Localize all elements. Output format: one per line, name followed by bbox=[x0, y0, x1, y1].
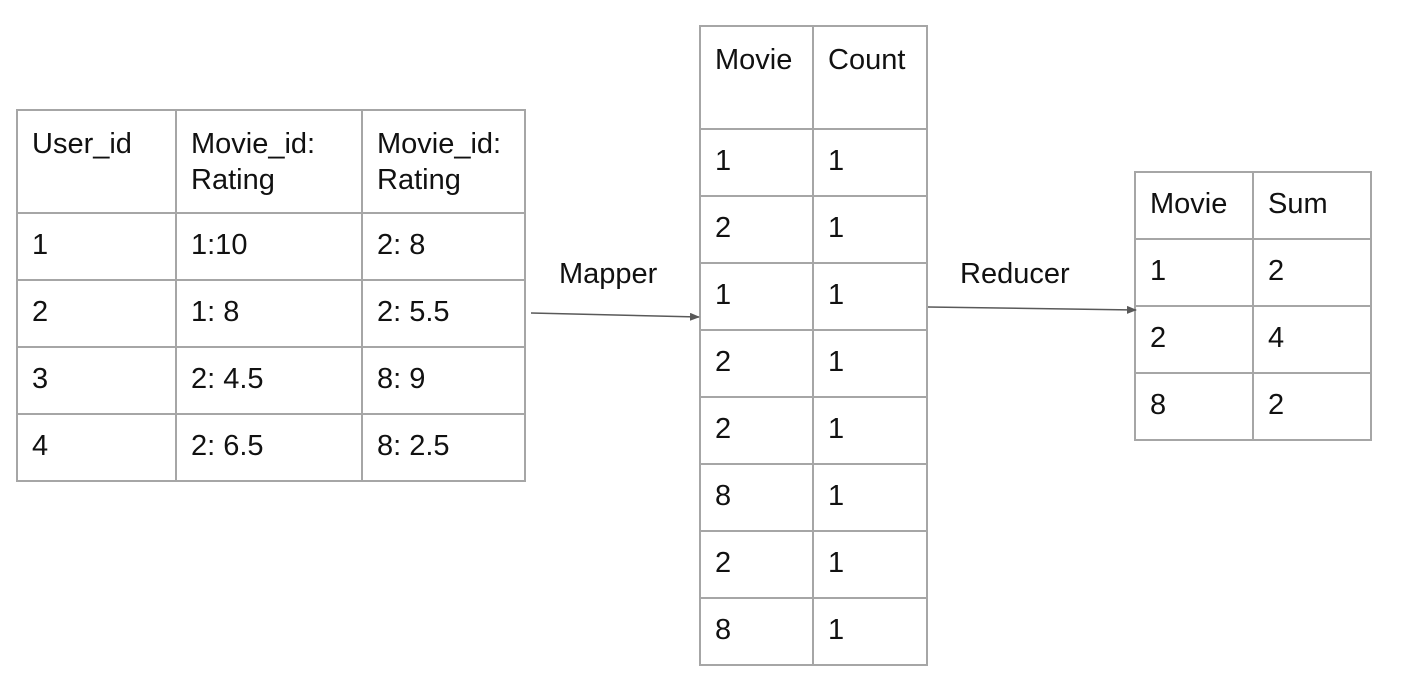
mapper-arrow bbox=[530, 312, 700, 321]
mapper-cell: 1 bbox=[812, 396, 928, 465]
mapper-cell: 2 bbox=[699, 195, 814, 264]
mapper-row: 2 1 bbox=[699, 396, 928, 465]
mapper-cell: 2 bbox=[699, 329, 814, 398]
reducer-cell: 4 bbox=[1252, 305, 1372, 374]
mapper-cell: 1 bbox=[812, 597, 928, 666]
ratings-cell: 8: 2.5 bbox=[361, 413, 526, 482]
mapper-cell: 1 bbox=[812, 262, 928, 331]
ratings-table: User_id Movie_id: Rating Movie_id: Ratin… bbox=[16, 109, 526, 482]
ratings-cell: 4 bbox=[16, 413, 177, 482]
mapper-cell: 1 bbox=[812, 329, 928, 398]
reducer-header-row: Movie Sum bbox=[1134, 171, 1372, 240]
ratings-cell: 1:10 bbox=[175, 212, 363, 281]
mapper-cell: 8 bbox=[699, 597, 814, 666]
ratings-cell: 1 bbox=[16, 212, 177, 281]
mapper-cell: 1 bbox=[812, 195, 928, 264]
mapper-cell: 1 bbox=[812, 530, 928, 599]
ratings-row: 4 2: 6.5 8: 2.5 bbox=[16, 413, 526, 482]
ratings-header-movie-rating-2: Movie_id: Rating bbox=[361, 109, 526, 214]
mapper-row: 1 1 bbox=[699, 262, 928, 331]
reducer-row: 8 2 bbox=[1134, 372, 1372, 441]
reducer-row: 1 2 bbox=[1134, 238, 1372, 307]
mapper-row: 1 1 bbox=[699, 128, 928, 197]
ratings-row: 2 1: 8 2: 5.5 bbox=[16, 279, 526, 348]
ratings-header-row: User_id Movie_id: Rating Movie_id: Ratin… bbox=[16, 109, 526, 214]
reducer-arrow bbox=[927, 305, 1137, 314]
reducer-table: Movie Sum 1 2 2 4 8 2 bbox=[1134, 171, 1372, 441]
reducer-header-movie: Movie bbox=[1134, 171, 1254, 240]
reducer-cell: 2 bbox=[1252, 238, 1372, 307]
ratings-cell: 2: 5.5 bbox=[361, 279, 526, 348]
mapper-row: 8 1 bbox=[699, 463, 928, 532]
ratings-header-movie-rating-1: Movie_id: Rating bbox=[175, 109, 363, 214]
mapper-cell: 8 bbox=[699, 463, 814, 532]
reducer-cell: 2 bbox=[1252, 372, 1372, 441]
ratings-cell: 2 bbox=[16, 279, 177, 348]
reducer-label: Reducer bbox=[960, 258, 1070, 290]
reducer-cell: 1 bbox=[1134, 238, 1254, 307]
mapper-table: Movie Count 1 1 2 1 1 1 2 1 2 1 8 1 2 1 … bbox=[699, 25, 928, 666]
mapper-row: 2 1 bbox=[699, 530, 928, 599]
ratings-cell: 1: 8 bbox=[175, 279, 363, 348]
mapper-cell: 1 bbox=[812, 128, 928, 197]
mapper-header-movie: Movie bbox=[699, 25, 814, 130]
ratings-cell: 2: 6.5 bbox=[175, 413, 363, 482]
ratings-cell: 8: 9 bbox=[361, 346, 526, 415]
reducer-row: 2 4 bbox=[1134, 305, 1372, 374]
mapper-row: 2 1 bbox=[699, 195, 928, 264]
mapper-cell: 1 bbox=[699, 262, 814, 331]
reducer-header-sum: Sum bbox=[1252, 171, 1372, 240]
mapper-cell: 2 bbox=[699, 530, 814, 599]
mapper-row: 8 1 bbox=[699, 597, 928, 666]
ratings-cell: 3 bbox=[16, 346, 177, 415]
mapper-cell: 1 bbox=[812, 463, 928, 532]
ratings-row: 3 2: 4.5 8: 9 bbox=[16, 346, 526, 415]
ratings-cell: 2: 8 bbox=[361, 212, 526, 281]
mapper-label: Mapper bbox=[559, 258, 658, 290]
ratings-row: 1 1:10 2: 8 bbox=[16, 212, 526, 281]
mapper-cell: 2 bbox=[699, 396, 814, 465]
reducer-cell: 2 bbox=[1134, 305, 1254, 374]
mapper-header-row: Movie Count bbox=[699, 25, 928, 130]
ratings-cell: 2: 4.5 bbox=[175, 346, 363, 415]
reducer-cell: 8 bbox=[1134, 372, 1254, 441]
mapper-header-count: Count bbox=[812, 25, 928, 130]
ratings-header-user-id: User_id bbox=[16, 109, 177, 214]
mapper-row: 2 1 bbox=[699, 329, 928, 398]
mapper-cell: 1 bbox=[699, 128, 814, 197]
